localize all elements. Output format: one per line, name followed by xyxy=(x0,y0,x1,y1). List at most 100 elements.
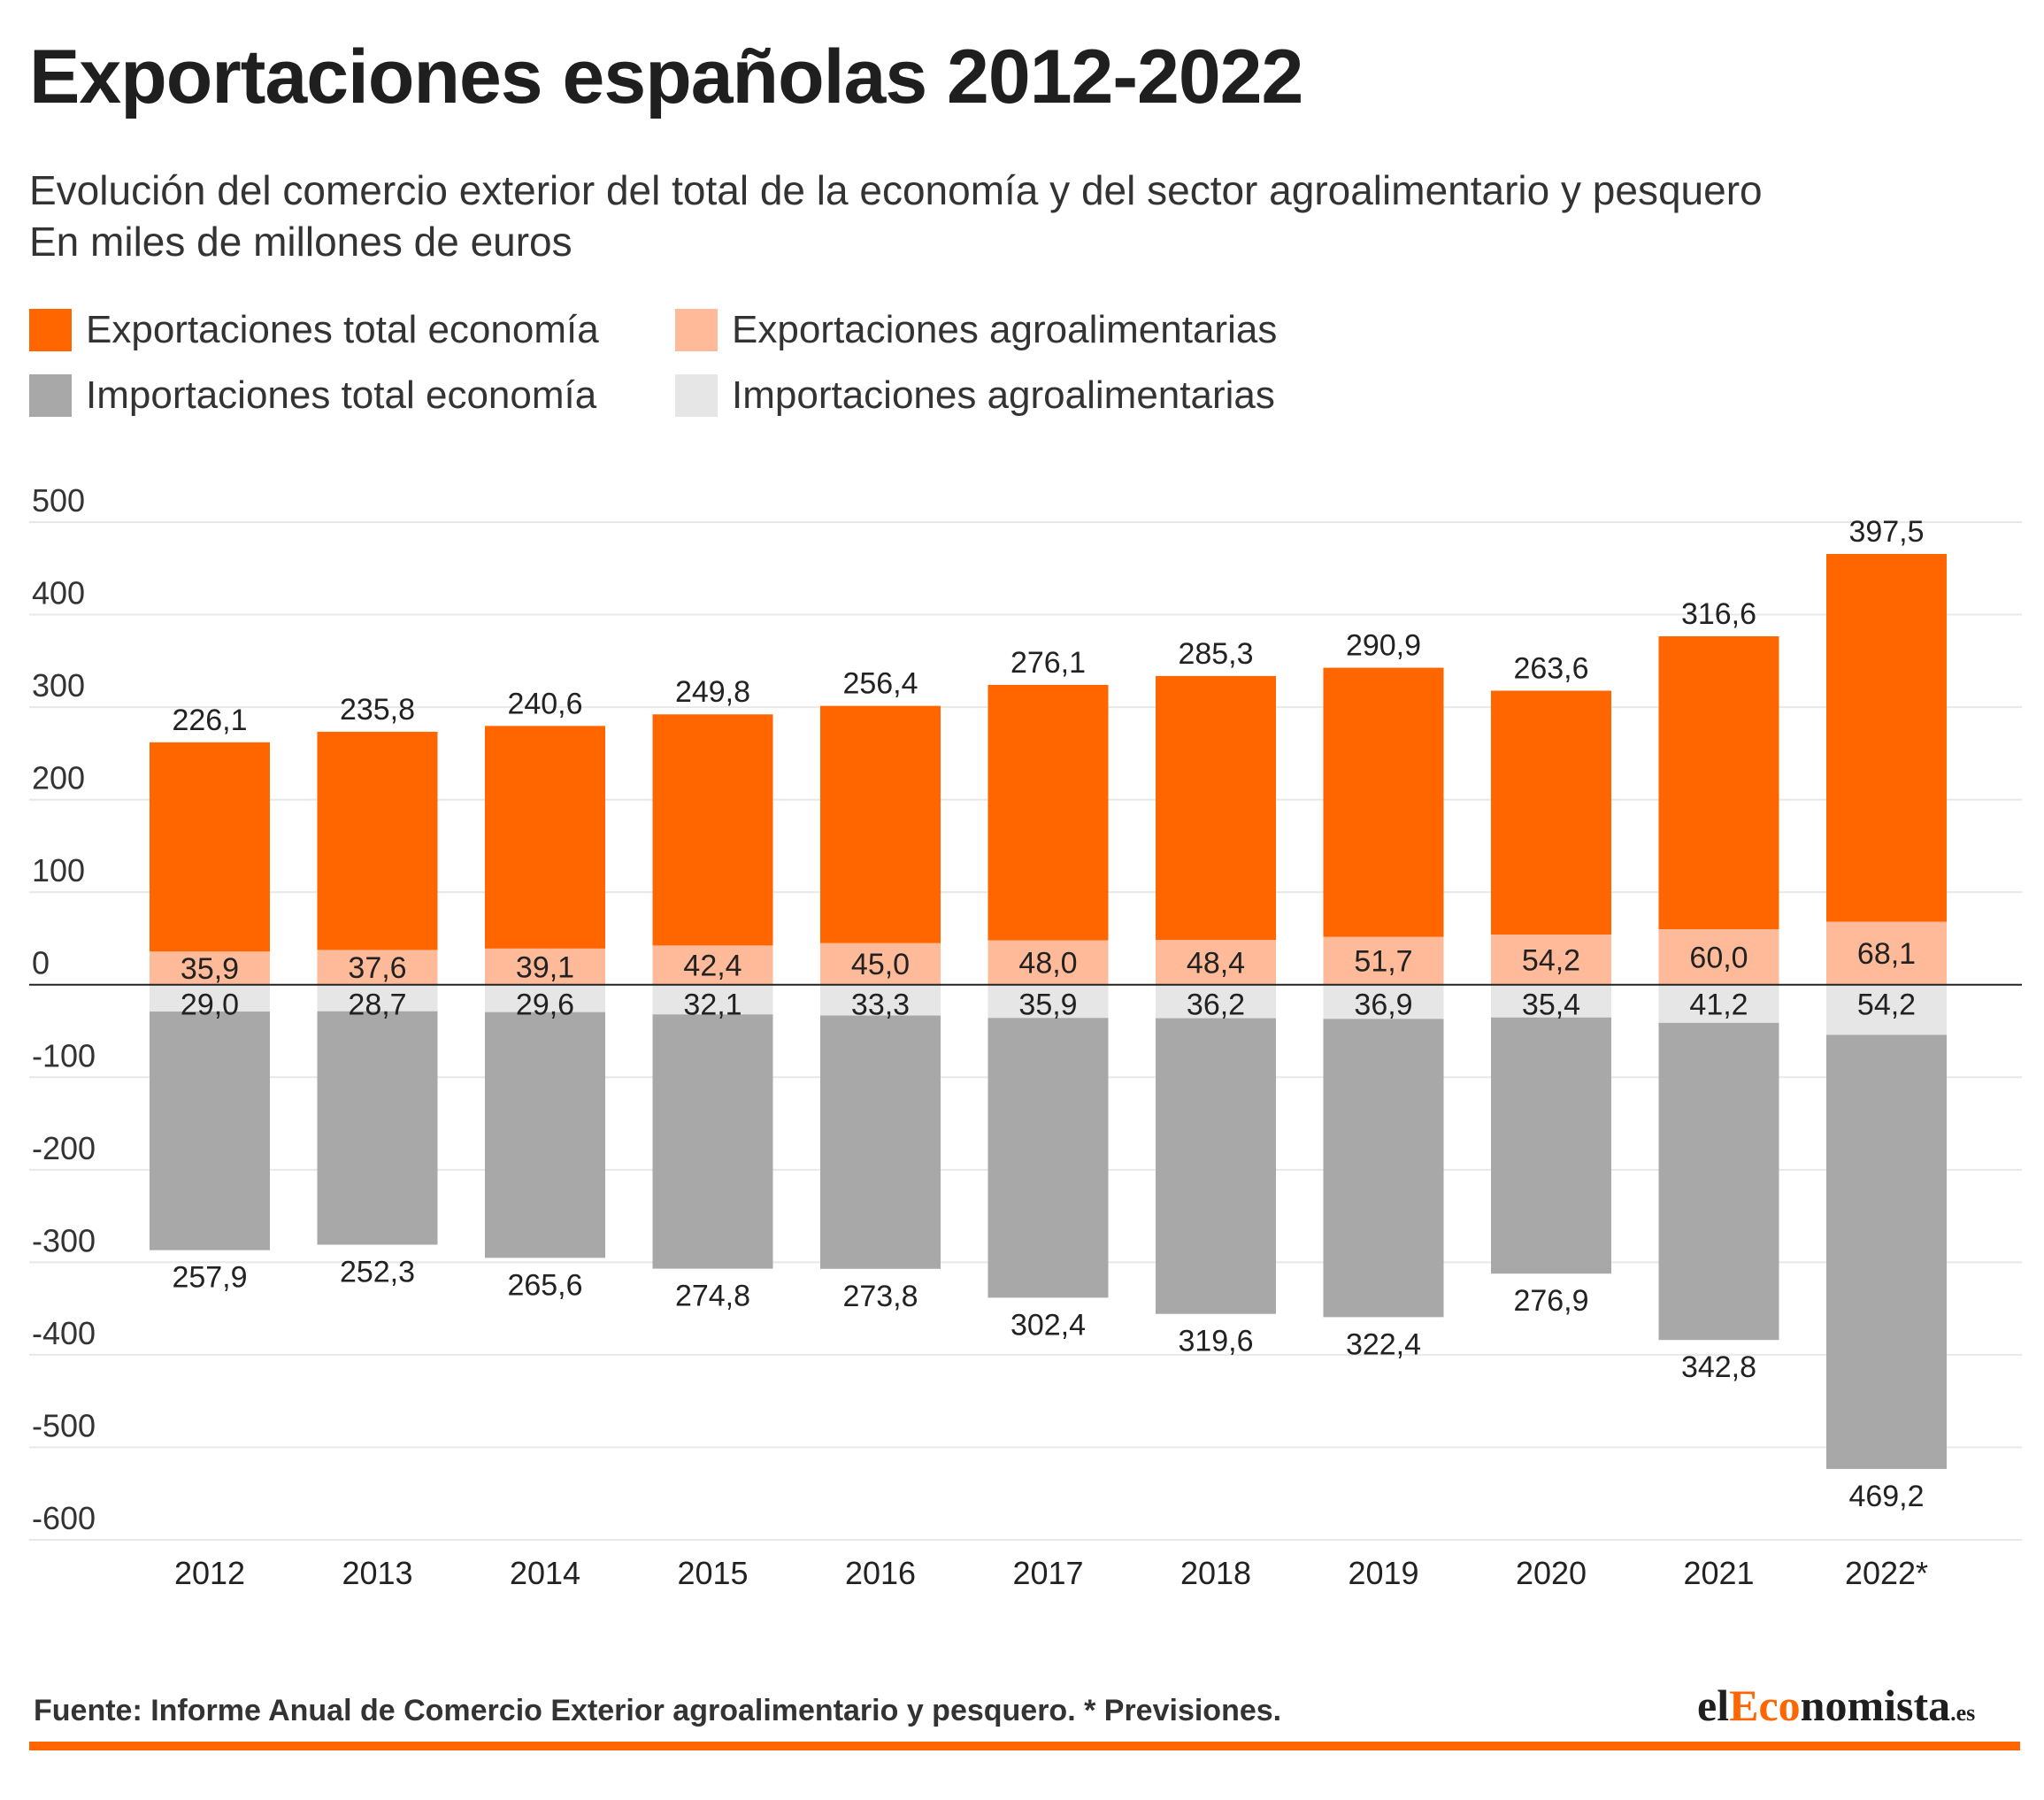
bar-imports-total xyxy=(987,1018,1109,1298)
chart-subtitle: Evolución del comercio exterior del tota… xyxy=(29,167,1763,213)
data-label-exports-total: 256,4 xyxy=(842,667,918,701)
data-label-imports-total: 265,6 xyxy=(507,1268,582,1302)
x-tick-label: 2018 xyxy=(1180,1555,1251,1591)
x-tick-label: 2021 xyxy=(1683,1555,1754,1591)
bar-exports-total xyxy=(150,742,270,952)
bar-imports-agro xyxy=(317,984,438,1012)
bar-exports-total xyxy=(652,714,773,946)
y-tick-label: -600 xyxy=(32,1500,96,1536)
legend-item-imports-agro: Importaciones agroalimentarias xyxy=(675,373,1275,418)
logo-part-el: el xyxy=(1697,1681,1730,1730)
x-tick-label: 2015 xyxy=(677,1555,748,1591)
y-tick-label: -500 xyxy=(32,1407,96,1443)
chart-title: Exportaciones españolas 2012-2022 xyxy=(29,35,1303,119)
source-note: Fuente: Informe Anual de Comercio Exteri… xyxy=(34,1694,1282,1727)
data-label-exports-agro: 54,2 xyxy=(1522,943,1580,977)
bar-exports-total xyxy=(1156,675,1276,941)
x-tick-label: 2013 xyxy=(342,1555,412,1591)
bar-imports-agro xyxy=(1156,984,1276,1019)
legend-label-imports-total: Importaciones total economía xyxy=(86,373,597,417)
data-label-imports-total: 276,9 xyxy=(1513,1284,1588,1318)
logo-part-nomista: nomista xyxy=(1800,1681,1951,1730)
bar-exports-total xyxy=(1658,636,1779,929)
data-label-imports-total: 257,9 xyxy=(172,1261,247,1295)
legend-item-exports-agro: Exportaciones agroalimentarias xyxy=(675,308,1277,352)
y-tick-label: 300 xyxy=(32,667,85,704)
x-tick-label: 2012 xyxy=(174,1555,245,1591)
bar-imports-agro xyxy=(1826,984,1947,1035)
y-tick-label: 0 xyxy=(32,945,50,981)
bar-exports-agro xyxy=(987,940,1109,985)
x-tick-label: 2022* xyxy=(1845,1555,1928,1591)
x-tick-label: 2020 xyxy=(1516,1555,1587,1591)
data-label-imports-agro: 29,6 xyxy=(516,988,574,1022)
bar-exports-agro xyxy=(1491,935,1611,985)
bar-exports-agro xyxy=(1323,936,1444,985)
logo-part-eco: Eco xyxy=(1729,1681,1801,1730)
legend-swatch-exports-total xyxy=(29,309,72,351)
y-tick-label: -200 xyxy=(32,1130,96,1166)
bar-exports-agro xyxy=(1826,921,1947,985)
data-label-imports-total: 273,8 xyxy=(842,1280,918,1313)
bar-exports-total xyxy=(987,684,1109,941)
data-label-exports-total: 316,6 xyxy=(1681,597,1756,631)
data-label-imports-total: 322,4 xyxy=(1346,1327,1421,1361)
bar-exports-agro xyxy=(317,950,438,985)
bar-imports-agro xyxy=(1491,984,1611,1018)
bar-exports-agro xyxy=(652,945,773,985)
bar-exports-total xyxy=(820,705,941,943)
data-label-imports-total: 274,8 xyxy=(675,1280,750,1313)
bottom-accent-rule xyxy=(29,1742,2020,1750)
data-label-exports-total: 397,5 xyxy=(1848,515,1924,549)
data-label-imports-total: 342,8 xyxy=(1681,1350,1756,1384)
data-label-imports-agro: 36,2 xyxy=(1187,988,1245,1022)
data-label-imports-agro: 54,2 xyxy=(1857,988,1916,1022)
data-label-imports-total: 469,2 xyxy=(1848,1480,1924,1513)
publisher-logo: elEconomista.es xyxy=(1697,1680,1975,1731)
bar-imports-agro xyxy=(150,984,270,1012)
data-label-exports-total: 226,1 xyxy=(172,704,247,737)
data-label-exports-agro: 68,1 xyxy=(1857,937,1916,971)
logo-part-es: .es xyxy=(1950,1700,1976,1726)
data-label-imports-total: 252,3 xyxy=(340,1256,415,1289)
data-label-exports-agro: 51,7 xyxy=(1354,945,1412,979)
data-label-imports-agro: 33,3 xyxy=(851,988,910,1022)
bar-imports-total xyxy=(485,1012,605,1258)
bar-exports-total xyxy=(317,731,438,950)
bar-exports-total xyxy=(485,726,605,949)
data-label-exports-total: 276,1 xyxy=(1010,646,1086,680)
data-label-imports-agro: 35,9 xyxy=(1018,988,1077,1022)
bar-imports-agro xyxy=(1323,984,1444,1019)
bar-exports-total xyxy=(1826,553,1947,922)
bar-imports-total xyxy=(1323,1019,1444,1318)
data-label-imports-total: 319,6 xyxy=(1178,1325,1253,1358)
data-label-exports-total: 263,6 xyxy=(1513,651,1588,685)
bar-exports-agro xyxy=(1156,940,1276,985)
y-tick-label: 200 xyxy=(32,760,85,796)
data-label-exports-total: 235,8 xyxy=(340,693,415,727)
data-label-exports-agro: 60,0 xyxy=(1689,941,1748,974)
data-label-imports-agro: 35,4 xyxy=(1522,988,1580,1022)
data-label-exports-agro: 39,1 xyxy=(516,950,574,984)
legend-swatch-imports-total xyxy=(29,374,72,417)
bar-imports-total xyxy=(1156,1018,1276,1314)
x-tick-label: 2014 xyxy=(510,1555,580,1591)
bar-exports-total xyxy=(1491,690,1611,935)
legend-label-exports-agro: Exportaciones agroalimentarias xyxy=(732,308,1278,351)
data-label-imports-total: 302,4 xyxy=(1010,1308,1086,1342)
legend-item-imports-total: Importaciones total economía xyxy=(29,373,596,418)
bar-exports-agro xyxy=(485,948,605,985)
data-label-exports-total: 285,3 xyxy=(1178,637,1253,671)
chart-unit-note: En miles de millones de euros xyxy=(29,219,572,265)
y-tick-label: -400 xyxy=(32,1315,96,1351)
data-label-imports-agro: 29,0 xyxy=(181,988,239,1022)
data-label-imports-agro: 28,7 xyxy=(348,988,406,1022)
bar-imports-total xyxy=(317,1011,438,1245)
data-label-exports-total: 249,8 xyxy=(675,675,750,709)
data-label-imports-agro: 32,1 xyxy=(683,988,742,1022)
legend-label-exports-total: Exportaciones total economía xyxy=(86,308,599,351)
data-label-exports-agro: 48,4 xyxy=(1187,946,1245,980)
data-label-imports-agro: 41,2 xyxy=(1689,988,1748,1022)
legend-swatch-imports-agro xyxy=(675,374,718,417)
bar-imports-total xyxy=(652,1014,773,1269)
